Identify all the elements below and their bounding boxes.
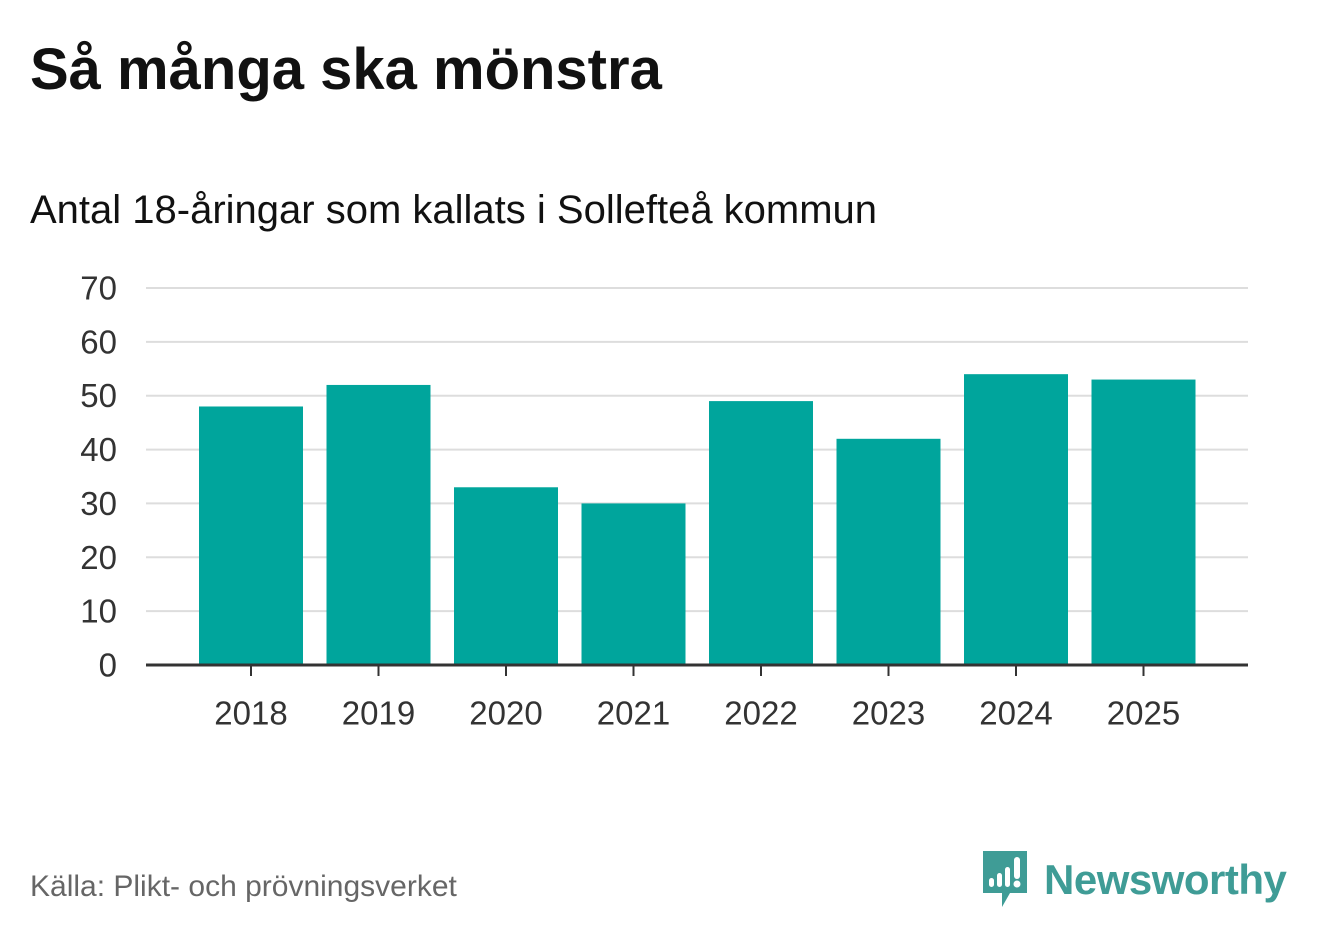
x-tick-label-2025: 2025 — [1107, 695, 1180, 732]
newsworthy-logo-icon — [983, 851, 1027, 907]
bar-2025 — [1091, 379, 1196, 665]
y-tick-label-0: 0 — [99, 647, 117, 684]
source-note: Källa: Plikt- och prövningsverket — [30, 870, 457, 903]
x-tick-label-2018: 2018 — [214, 695, 287, 732]
y-tick-label-10: 10 — [80, 593, 117, 630]
x-tick-label-2019: 2019 — [342, 695, 415, 732]
x-tick-label-2022: 2022 — [724, 695, 797, 732]
grid-lines — [146, 287, 1248, 613]
bar-2020 — [454, 487, 558, 665]
bar-2024 — [964, 374, 1068, 665]
bar-2018 — [199, 406, 303, 665]
x-tick-label-2024: 2024 — [979, 695, 1052, 732]
bar-2021 — [581, 503, 686, 665]
chart-title: Så många ska mönstra — [30, 37, 662, 102]
y-tick-label-40: 40 — [80, 431, 117, 468]
y-tick-label-60: 60 — [80, 323, 117, 360]
y-tick-label-70: 70 — [80, 270, 117, 307]
x-tick-label-2020: 2020 — [469, 695, 542, 732]
axes — [146, 663, 1248, 676]
y-tick-label-30: 30 — [80, 485, 117, 522]
bar-2019 — [326, 384, 431, 665]
y-tick-label-20: 20 — [80, 539, 117, 576]
brand-logo: Newsworthy — [980, 848, 1287, 912]
bar-2022 — [709, 401, 813, 665]
tick-labels: 0 10 20 30 40 50 60 70 2018 2019 2020 2021 2022 2023 2… — [80, 270, 1180, 732]
y-tick-label-50: 50 — [80, 377, 117, 414]
bars — [199, 374, 1196, 665]
brand-name: Newsworthy — [1044, 856, 1287, 903]
x-tick-label-2021: 2021 — [597, 695, 670, 732]
x-tick-label-2023: 2023 — [852, 695, 925, 732]
bar-2023 — [836, 438, 941, 665]
chart-subtitle: Antal 18-åringar som kallats i Sollefteå… — [30, 188, 878, 232]
